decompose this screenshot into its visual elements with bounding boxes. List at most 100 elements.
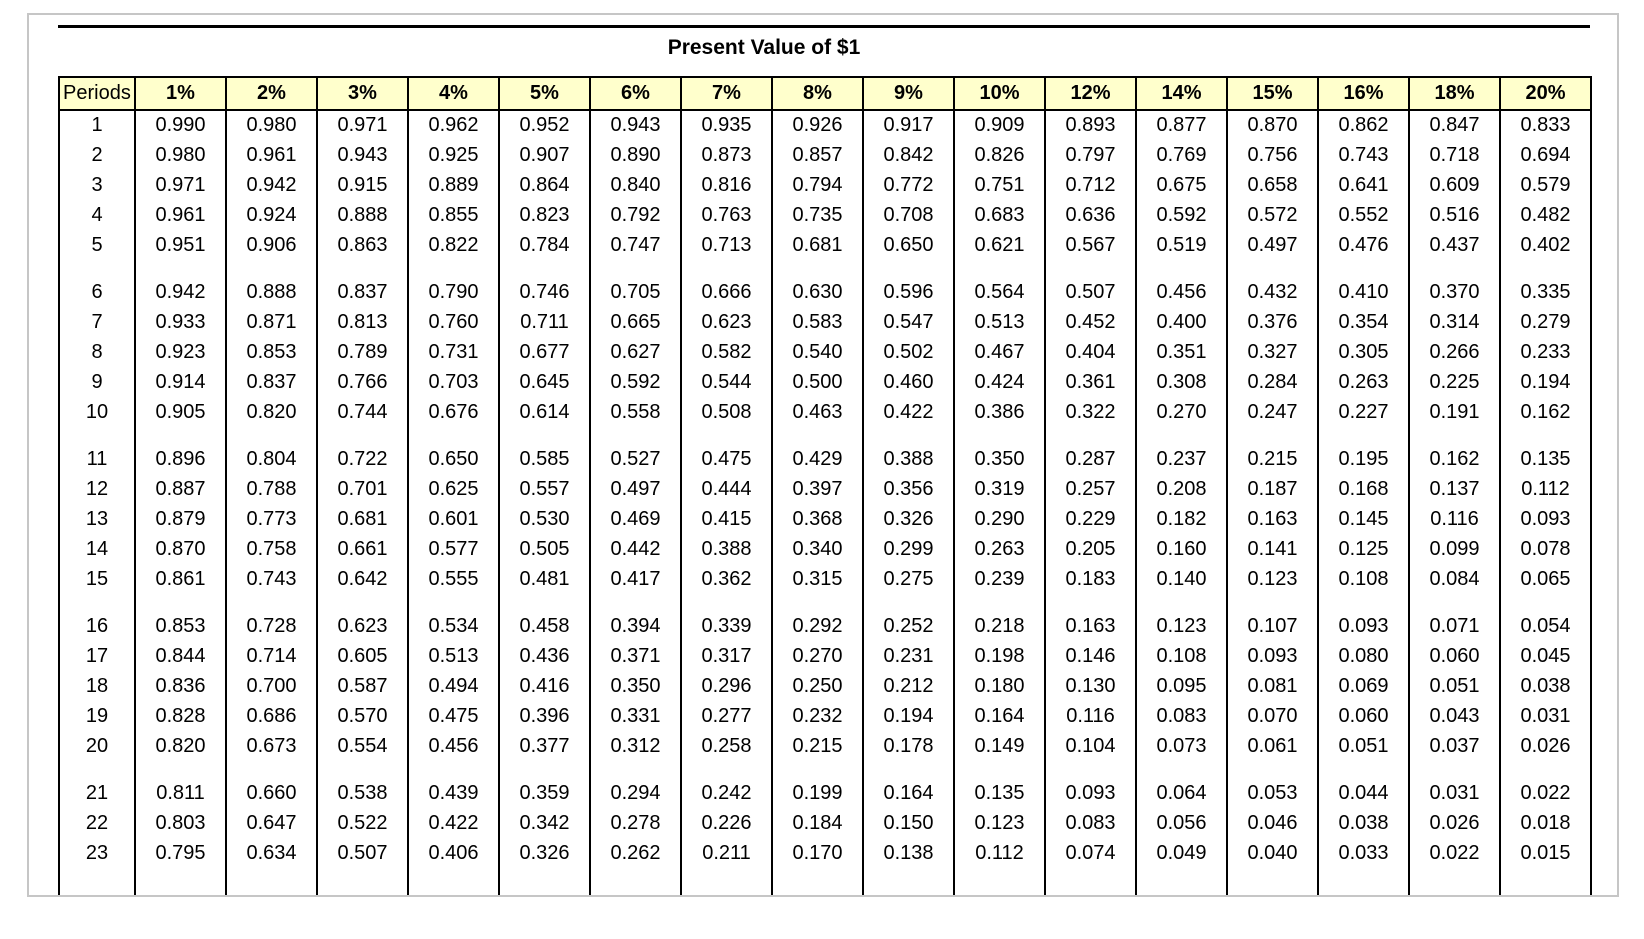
value-cell: 0.887 [134, 474, 227, 504]
spacer-cell [589, 594, 682, 611]
value-cell: 0.422 [862, 397, 955, 427]
value-cell: 0.614 [498, 397, 591, 427]
value-cell: 0.837 [225, 367, 318, 397]
value-cell: 0.583 [771, 307, 864, 337]
spacer-row [58, 761, 1592, 778]
spacer-cell [58, 260, 136, 277]
value-cell: 0.239 [953, 564, 1046, 594]
spacer-cell [862, 594, 955, 611]
value-cell: 0.376 [1226, 307, 1319, 337]
value-cell: 0.625 [407, 474, 500, 504]
value-cell: 0.751 [953, 170, 1046, 200]
value-cell: 0.290 [953, 504, 1046, 534]
table-row: 3 0.971 0.942 0.915 0.889 0.864 0.840 0.816 0.79… [58, 170, 1592, 200]
period-cell: 11 [58, 444, 136, 474]
value-cell: 0.199 [771, 778, 864, 808]
value-cell: 0.862 [1317, 110, 1410, 140]
value-cell: 0.458 [498, 611, 591, 641]
value-cell: 0.037 [1408, 731, 1501, 761]
period-cell: 16 [58, 611, 136, 641]
value-cell: 0.071 [1408, 611, 1501, 641]
value-cell: 0.890 [589, 140, 682, 170]
value-cell: 0.212 [862, 671, 955, 701]
value-cell: 0.444 [680, 474, 773, 504]
value-cell: 0.326 [498, 838, 591, 868]
value-cell: 0.794 [771, 170, 864, 200]
value-cell: 0.270 [771, 641, 864, 671]
value-cell: 0.160 [1135, 534, 1228, 564]
spacer-cell [771, 260, 864, 277]
value-cell: 0.396 [498, 701, 591, 731]
value-cell: 0.769 [1135, 140, 1228, 170]
value-cell: 0.714 [225, 641, 318, 671]
value-cell: 0.326 [862, 504, 955, 534]
rate-header-cell: 4% [407, 76, 500, 111]
value-cell: 0.081 [1226, 671, 1319, 701]
period-cell: 20 [58, 731, 136, 761]
spacer-cell [862, 761, 955, 778]
value-cell: 0.112 [953, 838, 1046, 868]
spacer-cell [498, 427, 591, 444]
table-row: 18 0.836 0.700 0.587 0.494 0.416 0.350 0.296 0.2… [58, 671, 1592, 701]
value-cell: 0.673 [225, 731, 318, 761]
spacer-cell [1044, 594, 1137, 611]
value-cell: 0.162 [1408, 444, 1501, 474]
table-row: 4 0.961 0.924 0.888 0.855 0.823 0.792 0.763 0.73… [58, 200, 1592, 230]
spacer-cell [58, 868, 136, 895]
value-cell: 0.093 [1044, 778, 1137, 808]
rate-header-cell: 20% [1499, 76, 1592, 111]
value-cell: 0.703 [407, 367, 500, 397]
value-cell: 0.718 [1408, 140, 1501, 170]
value-cell: 0.923 [134, 337, 227, 367]
value-cell: 0.083 [1044, 808, 1137, 838]
value-cell: 0.813 [316, 307, 409, 337]
value-cell: 0.650 [407, 444, 500, 474]
spacer-cell [589, 260, 682, 277]
period-cell: 21 [58, 778, 136, 808]
value-cell: 0.497 [589, 474, 682, 504]
value-cell: 0.093 [1317, 611, 1410, 641]
value-cell: 0.060 [1408, 641, 1501, 671]
value-cell: 0.162 [1499, 397, 1592, 427]
value-cell: 0.837 [316, 277, 409, 307]
value-cell: 0.855 [407, 200, 500, 230]
value-cell: 0.712 [1044, 170, 1137, 200]
value-cell: 0.232 [771, 701, 864, 731]
value-cell: 0.340 [771, 534, 864, 564]
value-cell: 0.567 [1044, 230, 1137, 260]
spacer-cell [498, 761, 591, 778]
value-cell: 0.247 [1226, 397, 1319, 427]
rate-header-cell: 12% [1044, 76, 1137, 111]
value-cell: 0.410 [1317, 277, 1410, 307]
value-cell: 0.942 [134, 277, 227, 307]
value-cell: 0.370 [1408, 277, 1501, 307]
value-cell: 0.844 [134, 641, 227, 671]
value-cell: 0.601 [407, 504, 500, 534]
value-cell: 0.572 [1226, 200, 1319, 230]
value-cell: 0.952 [498, 110, 591, 140]
value-cell: 0.530 [498, 504, 591, 534]
value-cell: 0.104 [1044, 731, 1137, 761]
value-cell: 0.070 [1226, 701, 1319, 731]
value-cell: 0.873 [680, 140, 773, 170]
spacer-cell [589, 761, 682, 778]
value-cell: 0.237 [1135, 444, 1228, 474]
spacer-cell [225, 427, 318, 444]
spacer-cell [680, 260, 773, 277]
value-cell: 0.164 [953, 701, 1046, 731]
value-cell: 0.069 [1317, 671, 1410, 701]
value-cell: 0.980 [134, 140, 227, 170]
value-cell: 0.294 [589, 778, 682, 808]
value-cell: 0.971 [134, 170, 227, 200]
value-cell: 0.322 [1044, 397, 1137, 427]
value-cell: 0.924 [225, 200, 318, 230]
spacer-cell [771, 427, 864, 444]
value-cell: 0.700 [225, 671, 318, 701]
spacer-cell [134, 868, 227, 895]
spacer-cell [316, 427, 409, 444]
value-cell: 0.184 [771, 808, 864, 838]
value-cell: 0.183 [1044, 564, 1137, 594]
value-cell: 0.231 [862, 641, 955, 671]
value-cell: 0.168 [1317, 474, 1410, 504]
periods-header-cell: Periods [58, 76, 136, 111]
